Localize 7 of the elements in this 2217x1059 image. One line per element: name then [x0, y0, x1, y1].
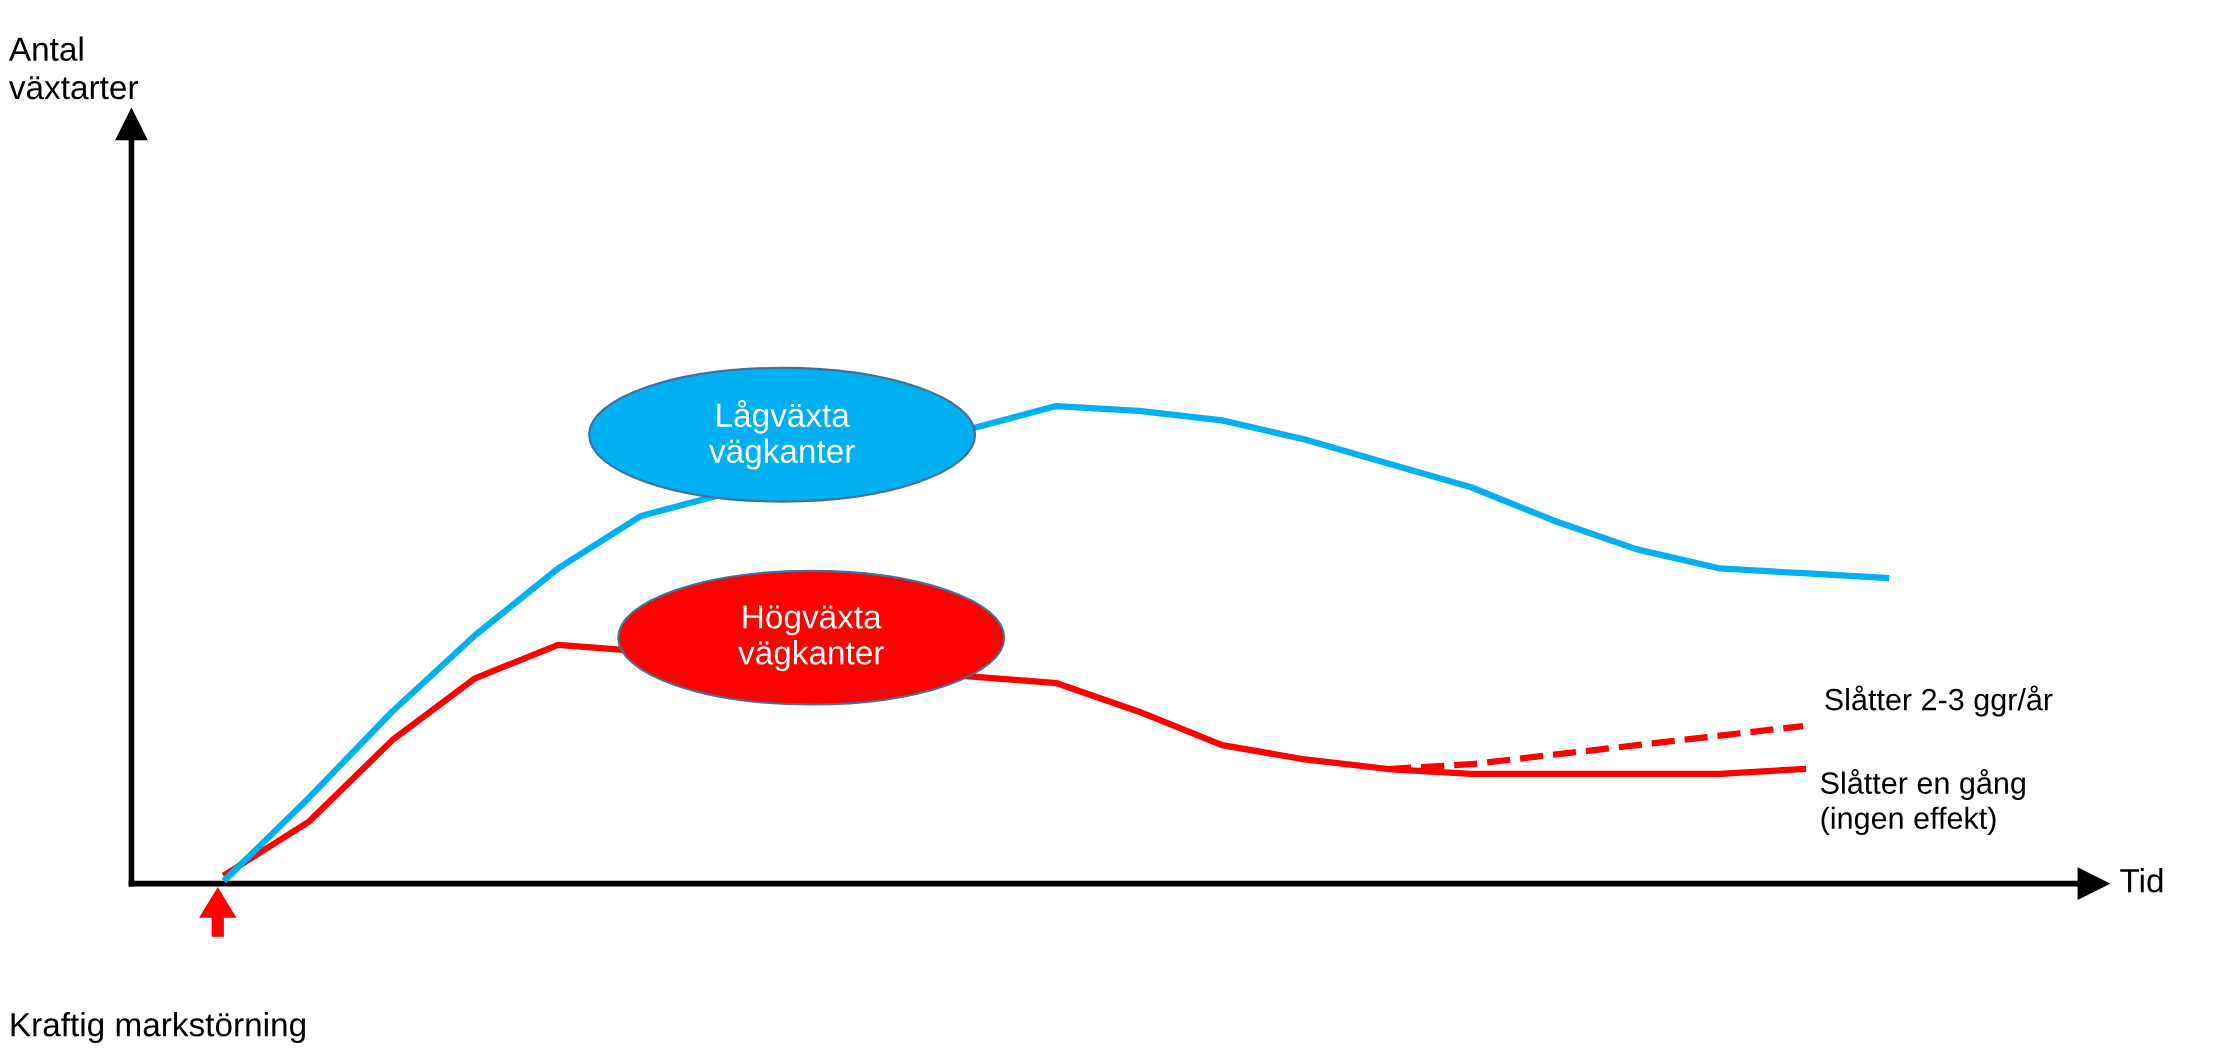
text: Antal växtarter — [8, 36, 138, 100]
series-label: Lågväxta vägkanter — [709, 399, 855, 470]
series-label: Högväxta vägkanter — [738, 605, 884, 672]
annotation: Slåtter en gång (ingen effekt) — [1821, 769, 2025, 836]
text: Kraftig markstörning — [11, 1012, 305, 1044]
text: Tid — [2120, 868, 2163, 893]
series-label: Slåtter 2-3 ggr/år — [1825, 685, 2053, 717]
